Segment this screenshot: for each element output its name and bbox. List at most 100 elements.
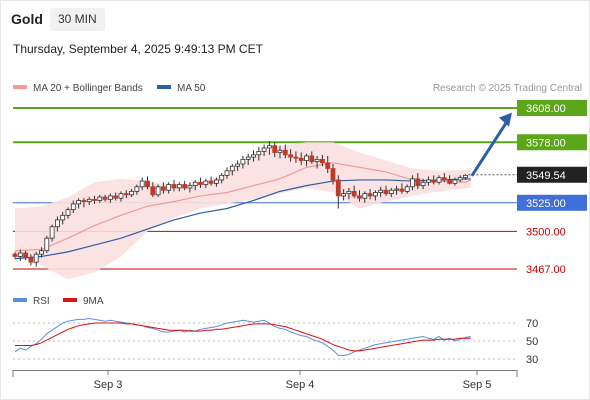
candle-body xyxy=(452,179,458,184)
candle xyxy=(304,153,309,167)
level-label: 3578.00 xyxy=(526,137,566,149)
last-price-bg xyxy=(517,166,587,183)
level-label-bg xyxy=(517,194,587,211)
candle-body xyxy=(155,186,161,196)
candle xyxy=(76,198,81,209)
candle xyxy=(441,173,447,183)
candle xyxy=(351,185,357,199)
candle-body xyxy=(219,174,225,181)
candle-body xyxy=(309,155,315,163)
candle xyxy=(463,174,468,180)
bollinger-band-fill xyxy=(15,142,471,280)
candle xyxy=(166,182,172,194)
candle-body xyxy=(229,165,235,172)
candle-body xyxy=(76,200,81,205)
candle-body xyxy=(404,186,410,192)
candle-body xyxy=(457,177,463,181)
candlesticks xyxy=(12,141,468,267)
candle xyxy=(33,251,39,267)
candle xyxy=(176,182,182,192)
rsi-tick-label: 50 xyxy=(526,336,538,348)
legend-swatch xyxy=(13,85,27,89)
candle-body xyxy=(192,181,198,187)
rsi-legend: RSI 9MA xyxy=(13,296,104,307)
candle xyxy=(65,207,71,219)
candle xyxy=(17,249,23,262)
forecast-arrow-head xyxy=(499,112,512,127)
candle-body xyxy=(362,193,368,199)
candle-body xyxy=(176,184,182,189)
time-axis-label: Sep 4 xyxy=(286,379,315,391)
candle xyxy=(293,151,299,163)
level-label: 3525.00 xyxy=(526,198,566,210)
candle xyxy=(272,142,278,158)
candle-body xyxy=(425,179,431,183)
candle xyxy=(92,195,97,204)
candle xyxy=(251,150,256,162)
candle-body xyxy=(314,158,320,163)
candle-body xyxy=(272,145,278,153)
candle xyxy=(182,181,188,191)
candle-body xyxy=(23,252,29,258)
ma50-line xyxy=(14,178,471,260)
candle-body xyxy=(166,184,172,191)
candle xyxy=(282,144,288,159)
candle-body xyxy=(441,177,447,181)
candle xyxy=(55,216,60,232)
rsi-legend-label: RSI xyxy=(33,296,50,307)
price-legend: MA 20 + Bollinger Bands MA 50 xyxy=(13,83,206,94)
chart-datetime: Thursday, September 4, 2025 9:49:13 PM C… xyxy=(13,42,263,56)
candle xyxy=(213,177,219,187)
candle xyxy=(357,190,362,202)
candle-body xyxy=(49,226,55,239)
candle xyxy=(261,144,267,156)
candle-body xyxy=(277,149,283,153)
candle-body xyxy=(113,195,119,199)
candle-body xyxy=(160,186,166,191)
candle xyxy=(203,178,209,188)
rsi-legend-label: 9MA xyxy=(83,296,104,307)
candle-body xyxy=(288,154,294,158)
candle-body xyxy=(224,170,230,176)
candle-body xyxy=(44,237,50,252)
candle xyxy=(415,173,421,190)
candle-body xyxy=(118,193,124,199)
candle xyxy=(23,250,29,260)
candle-body xyxy=(208,180,214,184)
candle xyxy=(362,191,368,203)
candle xyxy=(452,177,458,186)
rsi-ma-line xyxy=(15,322,471,352)
candle-body xyxy=(357,195,362,199)
candle-body xyxy=(256,150,262,156)
candle xyxy=(404,184,410,194)
candle xyxy=(81,198,87,208)
candle xyxy=(378,186,384,198)
candle xyxy=(420,178,426,190)
candle-body xyxy=(203,180,209,185)
candle xyxy=(309,151,315,164)
candle-body xyxy=(335,179,341,197)
candle xyxy=(314,155,320,169)
candle-body xyxy=(346,190,352,195)
legend-label: MA 20 + Bollinger Bands xyxy=(33,83,143,94)
candle-body xyxy=(399,188,405,192)
candle xyxy=(224,167,230,179)
candle-body xyxy=(86,198,92,203)
candle-body xyxy=(55,219,60,228)
candle xyxy=(240,155,246,169)
candle-body xyxy=(123,193,129,196)
timeframe-badge[interactable]: 30 MIN xyxy=(50,8,105,31)
candle xyxy=(44,235,50,254)
rsi-tick-label: 70 xyxy=(526,318,538,330)
candle xyxy=(12,251,18,259)
candle-body xyxy=(65,209,71,216)
candle-body xyxy=(319,158,325,164)
candle-body xyxy=(33,253,39,263)
candle xyxy=(102,194,108,202)
candle xyxy=(277,145,283,159)
candle xyxy=(150,182,156,198)
candle xyxy=(346,187,352,200)
candle xyxy=(60,211,66,225)
candle xyxy=(431,175,437,185)
